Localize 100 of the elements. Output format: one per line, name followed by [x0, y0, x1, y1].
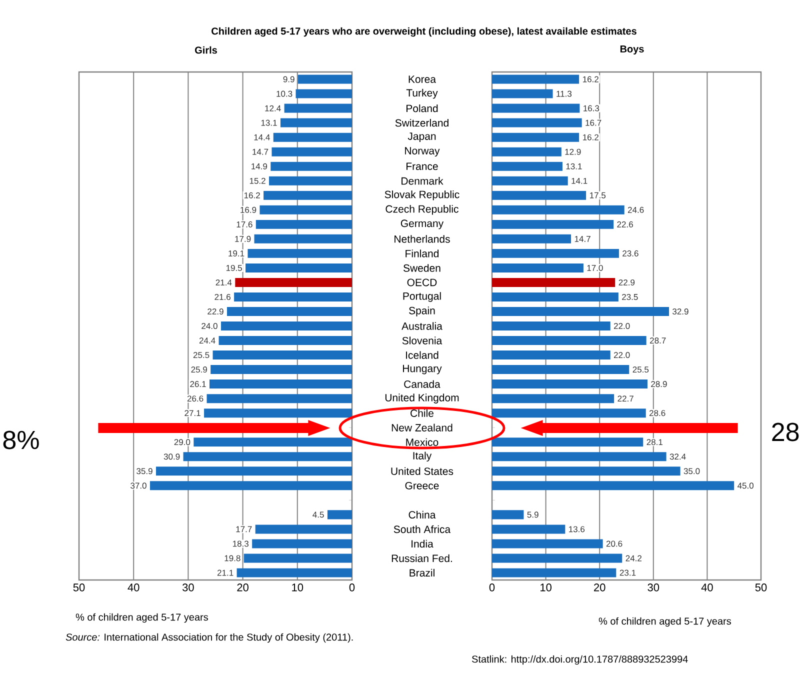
bar — [492, 190, 586, 200]
data-label: 25.5 — [193, 352, 210, 358]
data-label: 14.4 — [254, 134, 270, 140]
bar — [248, 248, 352, 258]
data-label: 9.9 — [283, 76, 294, 82]
x-tick-label: 10 — [540, 584, 552, 592]
y-tick-label: Korea — [408, 76, 436, 83]
bar — [150, 481, 352, 490]
bar — [270, 162, 352, 171]
bar — [206, 394, 352, 404]
y-tick-label: OECD — [407, 278, 437, 286]
x-tick-label: 30 — [648, 584, 660, 592]
data-label: 22.0 — [614, 323, 630, 330]
data-label: 29.0 — [174, 439, 190, 446]
data-label: 13.1 — [566, 163, 582, 170]
bar — [273, 132, 352, 142]
x-tick-label: 20 — [237, 584, 248, 592]
x-axis-title: % of children aged 5-17 years — [598, 617, 732, 627]
bar — [492, 510, 524, 520]
y-tick-label: Brazil — [410, 568, 434, 577]
bar — [220, 322, 352, 331]
data-label: 17.6 — [236, 221, 252, 228]
x-axis-title: % of children aged 5-17 years — [76, 613, 208, 623]
text: 28 — [772, 422, 799, 442]
text: Children aged 5-17 years who are overweight (including obese), latest available estimates — [212, 27, 636, 37]
bar — [492, 278, 616, 287]
data-label: 37.0 — [130, 482, 146, 489]
bar — [156, 466, 352, 476]
data-label: 25.5 — [632, 366, 649, 373]
bar — [492, 554, 622, 563]
bar — [298, 74, 352, 84]
bar — [492, 568, 616, 578]
bar — [492, 162, 562, 171]
data-label: 24.0 — [202, 323, 218, 330]
x-tick-label: 10 — [292, 584, 304, 592]
data-label: 13.6 — [569, 526, 585, 532]
bar — [492, 394, 614, 404]
bar — [210, 365, 352, 374]
y-tick-label: Switzerland — [395, 118, 448, 127]
bar — [492, 452, 666, 462]
bar — [492, 248, 619, 258]
bar — [492, 263, 584, 272]
data-label: 45.0 — [737, 482, 754, 489]
y-tick-label: India — [412, 540, 434, 548]
y-tick-label: Germany — [400, 220, 444, 230]
data-label: 28.9 — [651, 381, 667, 388]
y-tick-label: Japan — [408, 132, 436, 142]
y-tick-label: New Zealand — [392, 424, 452, 432]
text: 8% — [3, 430, 39, 450]
chart-subtitle: Boys — [620, 46, 644, 54]
data-label: 32.9 — [672, 308, 688, 314]
data-label: 28.7 — [650, 338, 666, 344]
data-label: 28.1 — [646, 439, 663, 446]
data-label: 17.7 — [236, 526, 252, 532]
bar — [492, 408, 646, 418]
x-tick-label: 30 — [182, 584, 194, 592]
y-tick-label: Denmark — [402, 177, 444, 185]
data-label: 5.9 — [527, 512, 538, 518]
x-tick-label: 0 — [349, 584, 355, 592]
data-label: 25.9 — [191, 366, 207, 373]
data-label: 24.6 — [628, 206, 644, 213]
bar — [492, 220, 614, 229]
bar — [272, 147, 352, 156]
data-label: 21.4 — [216, 280, 232, 286]
y-tick-label: Portugal — [403, 292, 441, 302]
data-label: 19.5 — [226, 264, 242, 271]
y-tick-label: Canada — [404, 380, 440, 388]
x-tick-label: 50 — [755, 584, 767, 592]
data-label: 23.6 — [622, 250, 638, 256]
data-label: 16.9 — [240, 206, 256, 213]
data-label: 20.6 — [606, 540, 622, 547]
bar — [183, 452, 352, 462]
y-tick-label: South Africa — [394, 525, 451, 534]
bar — [246, 263, 352, 272]
bar — [226, 306, 352, 316]
y-tick-label: Finland — [406, 250, 439, 258]
bar — [204, 408, 352, 418]
bar — [492, 336, 646, 346]
bar — [234, 292, 352, 302]
y-tick-label: Iceland — [406, 351, 438, 359]
bar — [256, 220, 352, 229]
y-tick-label: Slovak Republic — [384, 190, 460, 200]
bar — [284, 104, 352, 113]
data-label: 21.6 — [214, 294, 230, 300]
bar — [492, 466, 680, 476]
y-tick-label: Turkey — [406, 88, 438, 99]
bar — [492, 118, 582, 128]
x-tick-label: 50 — [73, 584, 85, 592]
data-label: 4.5 — [312, 512, 324, 518]
x-tick-label: 40 — [128, 584, 140, 592]
data-label: 23.1 — [620, 570, 636, 576]
data-label: 23.5 — [622, 294, 638, 300]
bar — [252, 539, 352, 548]
bar — [492, 234, 572, 244]
bar — [194, 438, 352, 447]
data-label: 11.3 — [556, 90, 572, 97]
bar — [492, 147, 562, 156]
bar — [254, 234, 352, 244]
bar — [492, 350, 610, 360]
data-label: 19.1 — [228, 250, 244, 256]
